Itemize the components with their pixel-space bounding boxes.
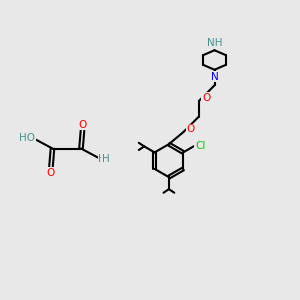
- Text: H: H: [98, 154, 106, 164]
- Text: NH: NH: [207, 38, 222, 48]
- Text: O: O: [47, 167, 55, 178]
- Text: O: O: [202, 93, 210, 103]
- Text: O: O: [186, 124, 195, 134]
- Text: HO: HO: [19, 133, 35, 143]
- Text: N: N: [211, 72, 218, 82]
- Text: Cl: Cl: [195, 141, 205, 151]
- Text: H: H: [102, 154, 110, 164]
- Text: O: O: [78, 119, 87, 130]
